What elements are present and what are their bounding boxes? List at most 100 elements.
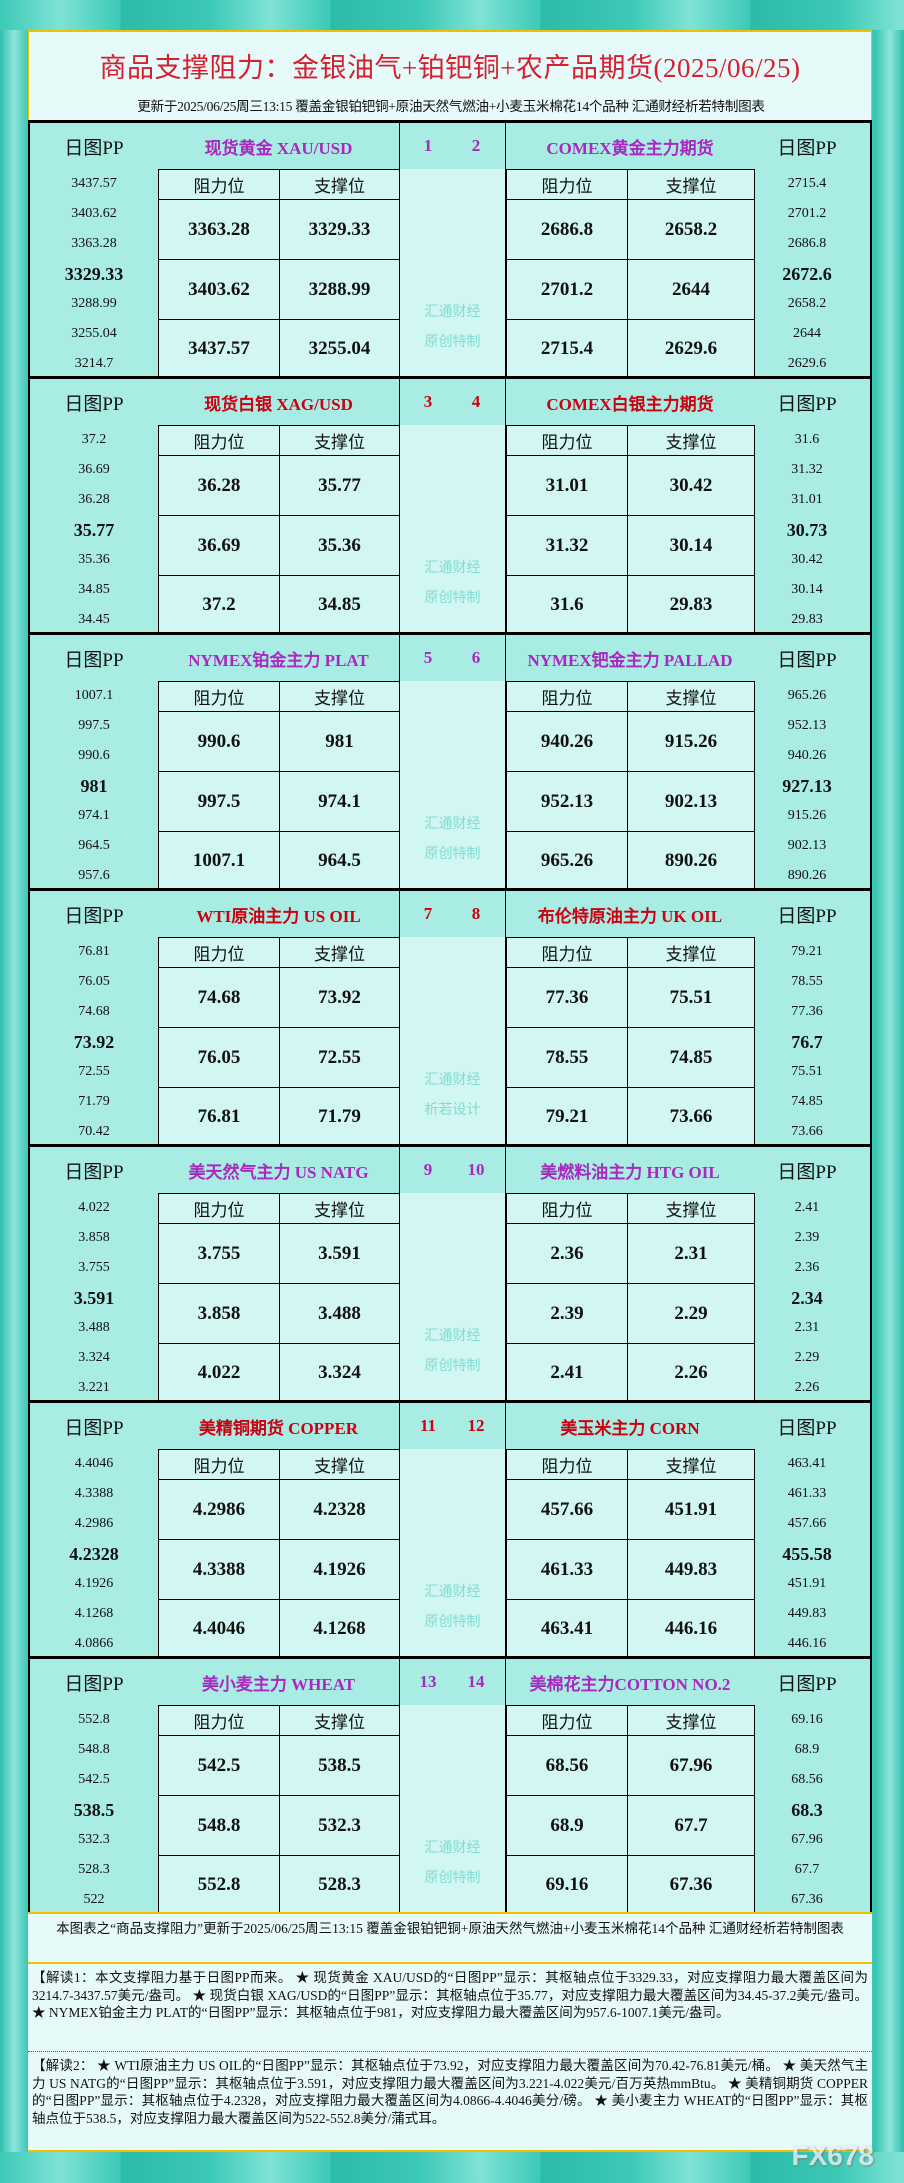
column-header-support: 支撑位 [627, 937, 755, 968]
column-header-support: 支撑位 [627, 1705, 755, 1736]
pp-value-left: 4.1926 [74, 1576, 114, 1591]
product-name-left: 美天然气主力 US NATG [188, 1162, 369, 1182]
column-header-support: 支撑位 [279, 681, 400, 712]
pp-value-right: 75.51 [791, 1064, 823, 1079]
support-value: 528.3 [279, 1855, 400, 1915]
column-header-resist: 阻力位 [158, 937, 280, 968]
resist-value: 2686.8 [506, 199, 628, 260]
pp-label-right: 日图PP [777, 137, 837, 159]
support-value: 902.13 [627, 771, 755, 832]
pp-value-right: 68.56 [791, 1772, 823, 1787]
pp-value-right: 446.16 [787, 1636, 827, 1651]
pp-value-right: 2.29 [794, 1350, 820, 1365]
support-value: 451.91 [627, 1479, 755, 1540]
column-header-support: 支撑位 [279, 425, 400, 456]
pp-value-right: 67.96 [791, 1832, 823, 1847]
resist-value: 4.022 [158, 1343, 280, 1403]
pp-value-right: 451.91 [787, 1576, 827, 1591]
resist-value: 36.28 [158, 455, 280, 516]
block-number-right: 4 [471, 392, 481, 411]
support-value: 67.7 [627, 1795, 755, 1856]
fx678-logo: FX678 [791, 2140, 875, 2171]
watermark-line-1: 汇通财经 [424, 561, 481, 576]
pp-value-left: 35.36 [78, 552, 110, 567]
column-header-resist: 阻力位 [158, 681, 280, 712]
support-value: 2644 [627, 259, 755, 320]
pp-value-left: 552.8 [78, 1712, 110, 1727]
pp-value-left: 997.5 [78, 718, 110, 733]
pp-value-right: 30.73 [786, 520, 828, 540]
pp-value-left: 981 [80, 776, 108, 796]
resist-value: 68.56 [506, 1735, 628, 1796]
resist-value: 990.6 [158, 711, 280, 772]
support-value: 35.77 [279, 455, 400, 516]
block-number-right: 12 [467, 1416, 485, 1435]
pp-value-right: 31.01 [791, 492, 823, 507]
commodity-block: 日图PP 美小麦主力 WHEAT 13 14 美棉花主力COTTON NO.2 日图PP 汇… [28, 1656, 872, 1915]
pp-label-right: 日图PP [777, 393, 837, 415]
pp-value-right: 915.26 [787, 808, 827, 823]
resist-value: 940.26 [506, 711, 628, 772]
center-header [399, 1403, 506, 1449]
pp-value-left: 3288.99 [71, 296, 117, 311]
resist-value: 4.2986 [158, 1479, 280, 1540]
resist-value: 4.3388 [158, 1539, 280, 1600]
support-value: 964.5 [279, 831, 400, 891]
pp-value-left: 34.85 [78, 582, 110, 597]
pp-label-left: 日图PP [64, 905, 124, 927]
center-header [399, 635, 506, 681]
watermark-line-2: 原创特制 [424, 1871, 481, 1886]
pp-label-right: 日图PP [777, 1673, 837, 1695]
product-name-left: 现货白银 XAG/USD [204, 394, 353, 414]
resist-value: 965.26 [506, 831, 628, 891]
pp-value-left: 76.05 [78, 974, 110, 989]
column-header-support: 支撑位 [279, 1449, 400, 1480]
product-name-right: 美棉花主力COTTON NO.2 [529, 1674, 731, 1694]
watermark-line-2: 原创特制 [424, 847, 481, 862]
support-value: 532.3 [279, 1795, 400, 1856]
resist-value: 552.8 [158, 1855, 280, 1915]
pp-value-left: 36.69 [78, 462, 110, 477]
pp-label-right: 日图PP [777, 905, 837, 927]
pp-value-left: 3437.57 [71, 176, 117, 191]
pp-value-right: 2701.2 [787, 206, 827, 221]
center-header [399, 1147, 506, 1193]
support-value: 30.14 [627, 515, 755, 576]
column-header-support: 支撑位 [627, 1193, 755, 1224]
center-header [399, 379, 506, 425]
resist-value: 2715.4 [506, 319, 628, 379]
watermark-line-2: 原创特制 [424, 1615, 481, 1630]
pp-value-left: 3.488 [78, 1320, 110, 1335]
center-column: 汇通财经 原创特制 [399, 1705, 506, 1915]
column-header-support: 支撑位 [627, 169, 755, 200]
page-subtitle: 更新于2025/06/25周三13:15 覆盖金银铂钯铜+原油天然气燃油+小麦玉… [137, 99, 765, 114]
support-value: 2.26 [627, 1343, 755, 1403]
product-name-left: WTI原油主力 US OIL [196, 906, 361, 926]
pp-value-right: 31.6 [794, 432, 820, 447]
bottom-frame-band [0, 2152, 904, 2183]
pp-value-right: 952.13 [787, 718, 827, 733]
pp-value-left: 35.77 [73, 520, 115, 540]
block-number-left: 7 [423, 904, 433, 923]
support-value: 449.83 [627, 1539, 755, 1600]
reading-2: 【解读2： ★ WTI原油主力 US OIL的“日图PP”显示：其枢轴点位于73… [28, 2052, 872, 2152]
pp-label-right: 日图PP [777, 1161, 837, 1183]
support-value: 3.488 [279, 1283, 400, 1344]
support-value: 4.2328 [279, 1479, 400, 1540]
block-number-left: 5 [423, 648, 433, 667]
resist-value: 3403.62 [158, 259, 280, 320]
resist-value: 952.13 [506, 771, 628, 832]
pp-value-left: 990.6 [78, 748, 110, 763]
pp-value-left: 4.2986 [74, 1516, 114, 1531]
pp-value-right: 940.26 [787, 748, 827, 763]
resist-value: 548.8 [158, 1795, 280, 1856]
resist-value: 69.16 [506, 1855, 628, 1915]
support-value: 72.55 [279, 1027, 400, 1088]
resist-value: 76.81 [158, 1087, 280, 1147]
support-value: 974.1 [279, 771, 400, 832]
pp-value-right: 2.41 [794, 1200, 820, 1215]
pp-value-left: 70.42 [78, 1124, 110, 1139]
pp-value-right: 78.55 [791, 974, 823, 989]
pp-value-left: 3.324 [78, 1350, 110, 1365]
pp-label-right: 日图PP [777, 1417, 837, 1439]
